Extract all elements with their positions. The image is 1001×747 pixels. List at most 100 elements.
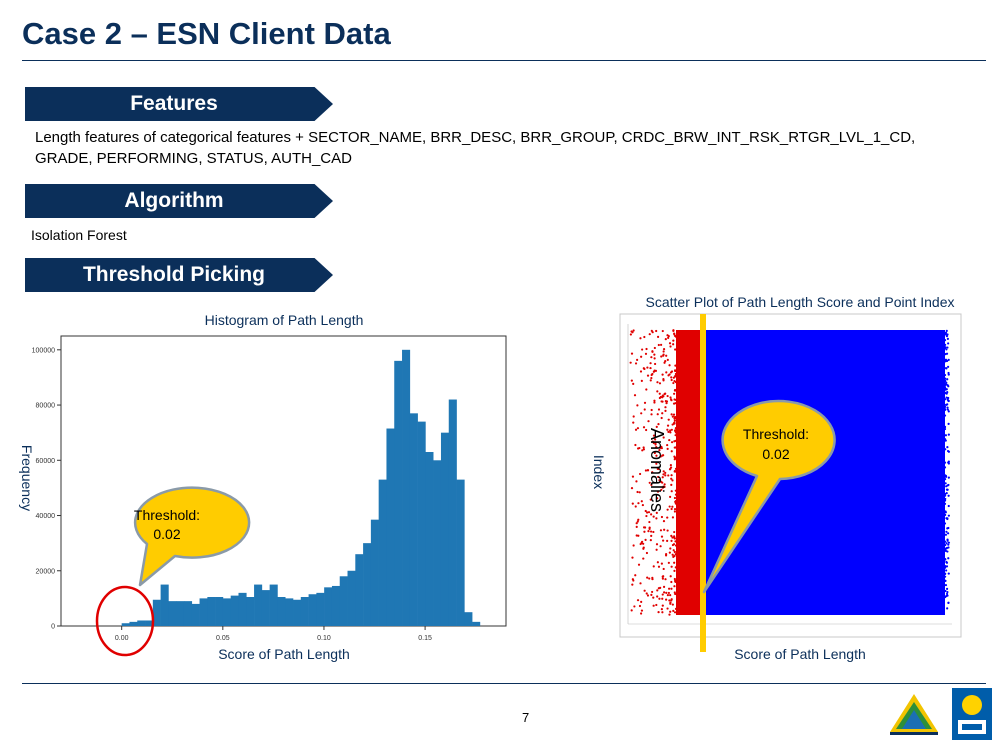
anomaly-point (661, 454, 664, 457)
anomaly-point (650, 513, 653, 516)
anomaly-point (636, 427, 640, 430)
histogram-x-tick-label: 0.00 (115, 635, 129, 642)
normal-point (943, 499, 947, 502)
anomaly-point (632, 544, 635, 547)
anomaly-point (664, 406, 667, 409)
anomaly-point (669, 396, 672, 399)
anomaly-point (672, 339, 675, 342)
anomaly-point (668, 342, 672, 345)
anomaly-point (667, 474, 670, 477)
anomaly-point (630, 352, 634, 355)
histogram-bar (363, 543, 372, 626)
anomaly-point (673, 508, 677, 511)
histogram-bar (261, 590, 270, 626)
histogram-bar (456, 479, 465, 626)
histogram-title: Histogram of Path Length (205, 312, 364, 328)
anomaly-point (634, 428, 638, 431)
histogram-bar (246, 597, 255, 626)
anomaly-point (671, 536, 674, 539)
anomaly-point (655, 462, 658, 465)
normal-point (945, 569, 948, 572)
anomaly-point (670, 539, 673, 542)
anomaly-point (673, 446, 676, 449)
anomaly-point (660, 535, 664, 538)
histogram-bar (160, 584, 169, 626)
histogram-callout-bubble (133, 486, 251, 587)
anomaly-point (656, 335, 660, 338)
anomaly-point (652, 596, 655, 599)
anomaly-point (632, 382, 635, 386)
anomaly-point (650, 356, 653, 359)
anomaly-point (644, 538, 647, 541)
histogram-bar (425, 452, 434, 626)
anomaly-point (674, 372, 677, 376)
anomaly-point (635, 534, 638, 537)
anomaly-point (642, 367, 645, 370)
normal-point (946, 449, 950, 453)
normal-point (946, 337, 949, 340)
histogram-x-tick-label: 0.05 (216, 635, 230, 642)
anomaly-point (670, 490, 673, 493)
anomaly-point (655, 543, 659, 546)
anomaly-point (669, 429, 672, 432)
normal-point (944, 510, 947, 514)
normal-point (945, 592, 949, 596)
normal-point (947, 365, 950, 368)
anomaly-point (669, 345, 672, 348)
normal-point (943, 379, 947, 382)
anomaly-point (673, 585, 676, 588)
anomaly-point (671, 479, 674, 482)
anomaly-point (651, 577, 654, 581)
normal-point (943, 477, 947, 481)
anomaly-point (646, 594, 650, 597)
anomaly-point (640, 355, 643, 358)
anomaly-point (633, 394, 637, 397)
anomaly-point (673, 577, 676, 581)
normal-point (945, 561, 949, 564)
page-number: 7 (522, 710, 530, 725)
anomaly-point (667, 336, 670, 339)
normal-point (943, 398, 947, 401)
algorithm-text: Isolation Forest (31, 227, 127, 243)
anomaly-point (653, 399, 656, 402)
anomaly-point (666, 607, 669, 610)
rbc-logo (952, 688, 992, 740)
histogram-bar (129, 621, 138, 626)
anomaly-point (650, 534, 653, 537)
anomaly-point (661, 412, 664, 415)
normal-point (945, 333, 949, 336)
scatter-callout-line1: Threshold: (743, 426, 809, 442)
anomaly-point (662, 473, 665, 476)
histogram-bar (215, 597, 224, 626)
anomaly-point (642, 426, 646, 429)
normal-point (943, 548, 947, 551)
normal-point (944, 388, 947, 391)
anomaly-point (666, 594, 669, 597)
anomaly-point (630, 487, 634, 490)
anomaly-point (638, 604, 642, 608)
title-divider (22, 60, 986, 61)
anomaly-point (648, 577, 651, 580)
normal-point (944, 533, 948, 536)
anomaly-point (649, 362, 652, 365)
anomaly-point (650, 413, 653, 416)
anomaly-point (674, 493, 678, 496)
anomaly-point (642, 448, 646, 451)
histogram-bar (417, 421, 426, 626)
anomaly-point (633, 605, 636, 608)
normal-point (946, 378, 949, 381)
anomaly-point (661, 611, 664, 614)
anomaly-point (657, 467, 660, 471)
histogram-bar (472, 621, 481, 626)
anomaly-points (629, 329, 701, 616)
anomaly-point (634, 574, 637, 577)
anomaly-point (655, 517, 658, 520)
anomaly-point (646, 469, 649, 472)
anomaly-point (670, 428, 673, 431)
anomaly-point (672, 381, 675, 385)
normal-point (944, 408, 947, 411)
anomaly-point (673, 417, 676, 420)
histogram-bar (207, 597, 216, 626)
anomaly-point (658, 449, 661, 452)
histogram-bar (238, 592, 247, 626)
